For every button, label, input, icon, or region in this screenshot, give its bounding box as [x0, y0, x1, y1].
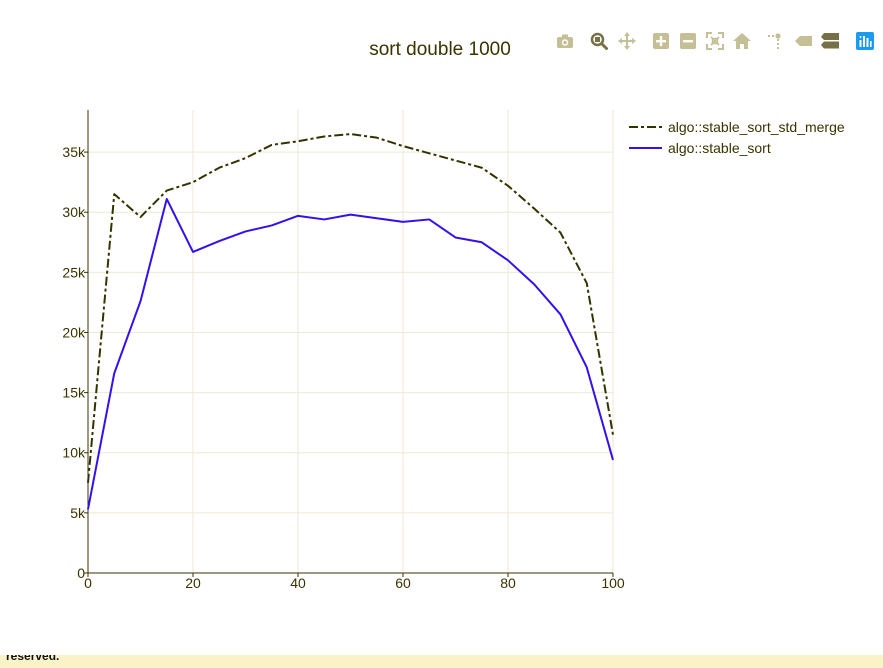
series-line-1[interactable]: [87, 133, 614, 483]
hover-compare-icon[interactable]: [820, 31, 840, 51]
chart-title: sort double 1000: [369, 39, 511, 60]
x-tick-label: 80: [500, 575, 516, 591]
legend[interactable]: algo::stable_sort_std_mergealgo::stable_…: [629, 119, 845, 156]
y-tick-label: 10k: [62, 445, 86, 461]
footer-text: reserved.: [6, 655, 60, 663]
spike-lines-icon[interactable]: [766, 31, 786, 51]
legend-label: algo::stable_sort: [668, 140, 771, 156]
axes-layer: 0 20 40 60 80 100 0 5k 10k 15k 20k 25k 30k 35k: [62, 110, 625, 591]
y-tick-label: 15k: [62, 385, 86, 401]
x-tick-label: 60: [395, 575, 411, 591]
footer-strip: reserved.: [0, 655, 883, 668]
reset-axes-icon[interactable]: [732, 31, 752, 51]
y-tick-label: 30k: [62, 204, 86, 220]
y-tick-label: 35k: [62, 144, 86, 160]
x-tick-label: 40: [290, 575, 306, 591]
zoom-icon[interactable]: [589, 31, 609, 51]
zoom-out-icon[interactable]: [678, 31, 698, 51]
camera-icon[interactable]: [555, 31, 575, 51]
pan-icon[interactable]: [617, 31, 637, 51]
plotly-logo-icon[interactable]: [855, 31, 875, 51]
series-line-2[interactable]: [87, 197, 614, 510]
legend-label: algo::stable_sort_std_merge: [668, 119, 845, 135]
legend-item[interactable]: algo::stable_sort: [629, 140, 771, 156]
x-tick-label: 20: [185, 575, 201, 591]
x-tick-label: 0: [84, 575, 92, 591]
y-tick-label: 25k: [62, 264, 86, 280]
y-tick-label: 5k: [70, 505, 86, 521]
y-tick-label: 20k: [62, 324, 86, 340]
zoom-in-icon[interactable]: [651, 31, 671, 51]
x-tick-label: 100: [601, 575, 625, 591]
autoscale-icon[interactable]: [705, 31, 725, 51]
series-layer[interactable]: [87, 133, 614, 510]
legend-item[interactable]: algo::stable_sort_std_merge: [629, 119, 845, 135]
hover-closest-icon[interactable]: [793, 31, 813, 51]
y-tick-label: 0: [77, 565, 85, 581]
grid-layer: [88, 110, 614, 573]
